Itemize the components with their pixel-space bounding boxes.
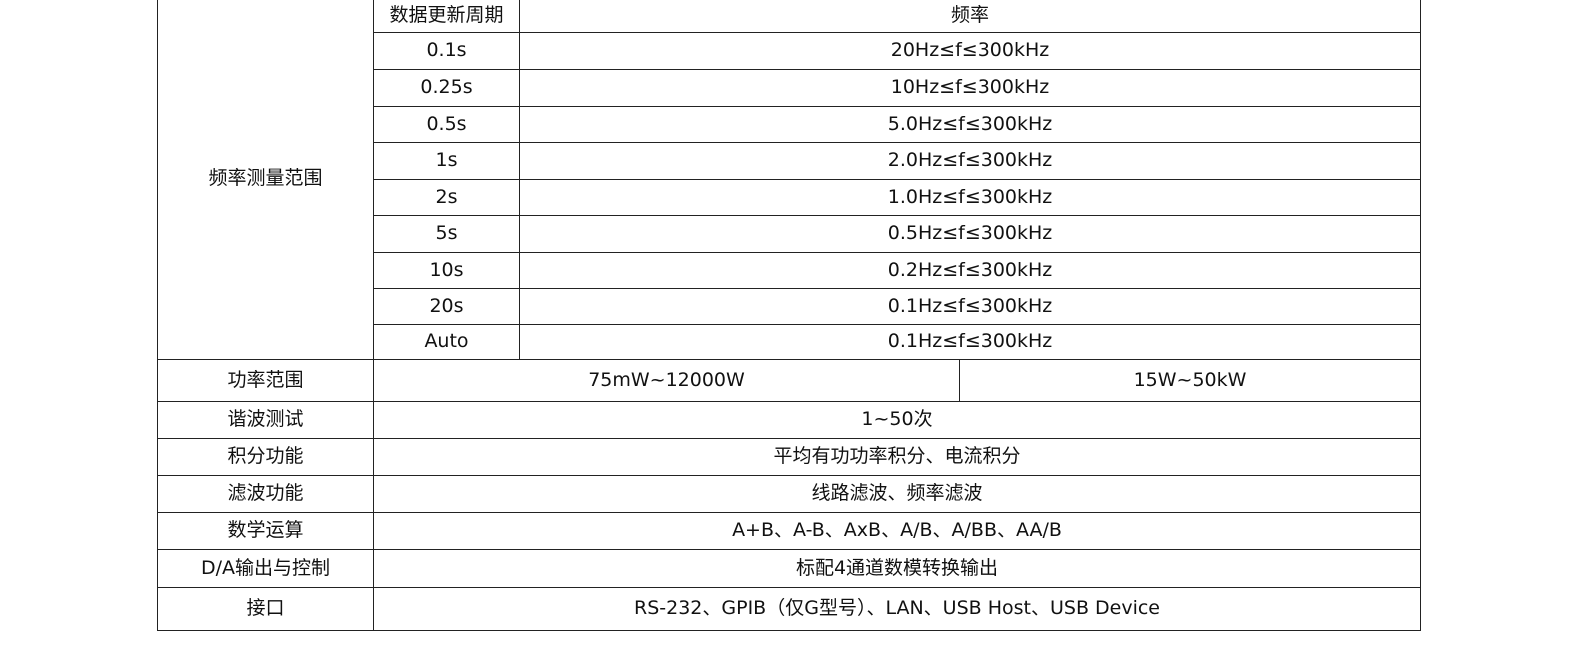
freq-range-label: 频率测量范围 — [157, 0, 374, 360]
row-label: 滤波功能 — [157, 474, 374, 513]
table-row: 0.25s 10Hz≤f≤300kHz — [158, 68, 1422, 107]
period-cell: 20s — [373, 287, 520, 325]
row-value: 平均有功功率积分、电流积分 — [372, 437, 1422, 476]
freq-cell: 0.5Hz≤f≤300kHz — [518, 214, 1422, 253]
freq-cell: 2.0Hz≤f≤300kHz — [518, 141, 1422, 180]
row-value: A+B、A-B、AxB、A/B、A/BB、AA/B — [372, 511, 1422, 550]
table-row: 积分功能 平均有功功率积分、电流积分 — [157, 437, 1422, 476]
row-value: 标配4通道数模转换输出 — [372, 548, 1422, 588]
row-label: 积分功能 — [157, 437, 374, 476]
period-cell: 5s — [373, 214, 520, 253]
freq-cell: 20Hz≤f≤300kHz — [518, 31, 1422, 70]
freq-cell: 1.0Hz≤f≤300kHz — [518, 178, 1422, 216]
table-row: 1s 2.0Hz≤f≤300kHz — [158, 141, 1422, 180]
table-row: 0.5s 5.0Hz≤f≤300kHz — [158, 105, 1422, 143]
row-value: 1~50次 — [372, 400, 1422, 439]
period-cell: 0.25s — [373, 68, 520, 107]
table-row: 2s 1.0Hz≤f≤300kHz — [158, 178, 1422, 216]
table-row: 谐波测试 1~50次 — [157, 400, 1422, 439]
period-cell: 1s — [373, 141, 520, 180]
freq-cell: 0.2Hz≤f≤300kHz — [518, 251, 1422, 289]
table-row: 滤波功能 线路滤波、频率滤波 — [157, 474, 1422, 513]
table-row: D/A输出与控制 标配4通道数模转换输出 — [157, 548, 1422, 588]
table-row: 5s 0.5Hz≤f≤300kHz — [158, 214, 1422, 253]
table-row: 0.1s 20Hz≤f≤300kHz — [158, 31, 1422, 70]
row-label: 谐波测试 — [157, 400, 374, 439]
period-cell: 0.1s — [373, 31, 520, 70]
row-label: 数学运算 — [157, 511, 374, 550]
table-row: 功率范围 75mW~12000W 15W~50kW — [157, 358, 1422, 402]
table-row: 数学运算 A+B、A-B、AxB、A/B、A/BB、AA/B — [157, 511, 1422, 550]
period-cell: Auto — [373, 323, 520, 360]
power-label: 功率范围 — [157, 358, 374, 402]
row-label: D/A输出与控制 — [157, 548, 374, 588]
row-value: RS-232、GPIB（仅G型号）、LAN、USB Host、USB Devic… — [372, 586, 1422, 631]
freq-cell: 10Hz≤f≤300kHz — [518, 68, 1422, 107]
table-row: 频率测量范围 数据更新周期 频率 — [157, 0, 1422, 360]
table-row: 接口 RS-232、GPIB（仅G型号）、LAN、USB Host、USB Dev… — [157, 586, 1422, 631]
period-header: 数据更新周期 — [373, 0, 520, 33]
row-label: 接口 — [157, 586, 374, 631]
period-cell: 2s — [373, 178, 520, 216]
freq-cell: 0.1Hz≤f≤300kHz — [518, 323, 1422, 360]
spec-table: 频率测量范围 数据更新周期 频率 0.1s 20Hz≤f≤300kHz 0.25s… — [157, 0, 1422, 631]
freq-cell: 0.1Hz≤f≤300kHz — [518, 287, 1422, 325]
period-cell: 10s — [373, 251, 520, 289]
power-value-a: 75mW~12000W — [373, 358, 960, 402]
period-cell: 0.5s — [373, 105, 520, 143]
table-row: 20s 0.1Hz≤f≤300kHz — [158, 287, 1422, 325]
freq-cell: 5.0Hz≤f≤300kHz — [518, 105, 1422, 143]
row-value: 线路滤波、频率滤波 — [372, 474, 1422, 513]
table-row: 10s 0.2Hz≤f≤300kHz — [158, 251, 1422, 289]
power-value-b: 15W~50kW — [958, 358, 1422, 402]
freq-header: 频率 — [518, 0, 1422, 33]
